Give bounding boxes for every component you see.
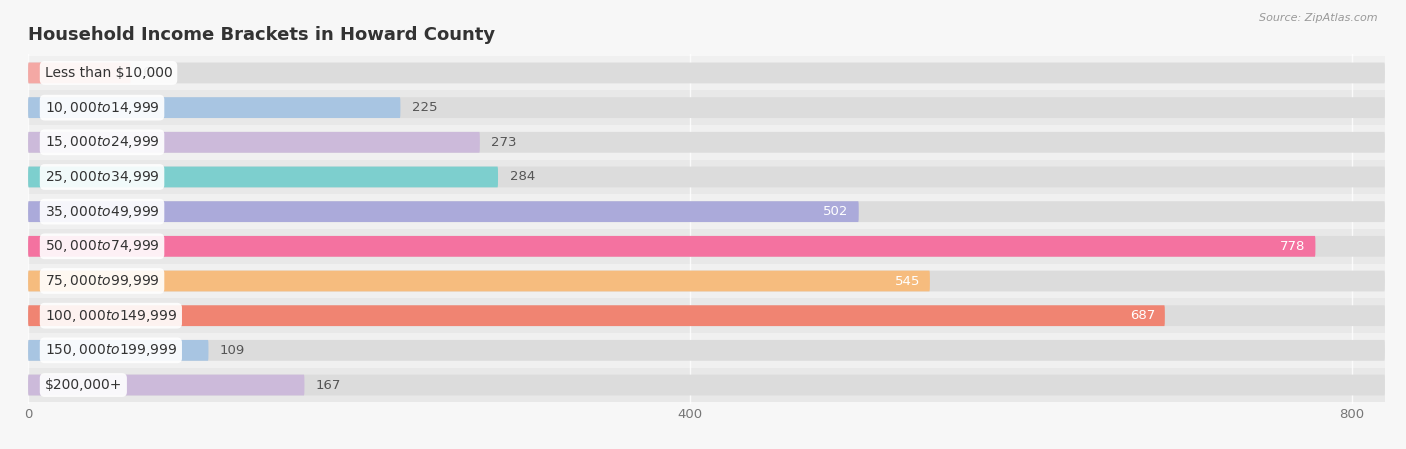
FancyBboxPatch shape [28, 132, 479, 153]
FancyBboxPatch shape [28, 160, 1385, 194]
FancyBboxPatch shape [28, 201, 859, 222]
FancyBboxPatch shape [28, 62, 131, 84]
FancyBboxPatch shape [28, 194, 1385, 229]
FancyBboxPatch shape [28, 56, 1385, 90]
FancyBboxPatch shape [28, 305, 1164, 326]
FancyBboxPatch shape [28, 305, 1385, 326]
FancyBboxPatch shape [28, 97, 1385, 118]
FancyBboxPatch shape [28, 97, 401, 118]
FancyBboxPatch shape [28, 167, 1385, 187]
FancyBboxPatch shape [28, 333, 1385, 368]
Text: 687: 687 [1129, 309, 1154, 322]
FancyBboxPatch shape [28, 271, 929, 291]
Text: 273: 273 [492, 136, 517, 149]
FancyBboxPatch shape [28, 298, 1385, 333]
FancyBboxPatch shape [28, 229, 1385, 264]
Text: Household Income Brackets in Howard County: Household Income Brackets in Howard Coun… [28, 26, 495, 44]
Text: 167: 167 [316, 379, 342, 392]
FancyBboxPatch shape [28, 264, 1385, 298]
FancyBboxPatch shape [28, 125, 1385, 160]
FancyBboxPatch shape [28, 132, 1385, 153]
FancyBboxPatch shape [28, 62, 1385, 84]
Text: $100,000 to $149,999: $100,000 to $149,999 [45, 308, 177, 324]
Text: 62: 62 [142, 66, 159, 79]
Text: $15,000 to $24,999: $15,000 to $24,999 [45, 134, 159, 150]
FancyBboxPatch shape [28, 90, 1385, 125]
Text: Source: ZipAtlas.com: Source: ZipAtlas.com [1260, 13, 1378, 23]
Text: 545: 545 [894, 274, 920, 287]
FancyBboxPatch shape [28, 374, 1385, 396]
FancyBboxPatch shape [28, 374, 305, 396]
FancyBboxPatch shape [28, 340, 208, 361]
Text: 225: 225 [412, 101, 437, 114]
Text: 109: 109 [221, 344, 245, 357]
Text: $25,000 to $34,999: $25,000 to $34,999 [45, 169, 159, 185]
Text: $200,000+: $200,000+ [45, 378, 122, 392]
FancyBboxPatch shape [28, 340, 1385, 361]
Text: 502: 502 [824, 205, 849, 218]
FancyBboxPatch shape [28, 236, 1385, 257]
FancyBboxPatch shape [28, 368, 1385, 402]
Text: $150,000 to $199,999: $150,000 to $199,999 [45, 342, 177, 358]
FancyBboxPatch shape [28, 201, 1385, 222]
Text: 778: 778 [1279, 240, 1306, 253]
Text: $75,000 to $99,999: $75,000 to $99,999 [45, 273, 159, 289]
Text: $50,000 to $74,999: $50,000 to $74,999 [45, 238, 159, 254]
FancyBboxPatch shape [28, 167, 498, 187]
Text: Less than $10,000: Less than $10,000 [45, 66, 173, 80]
FancyBboxPatch shape [28, 271, 1385, 291]
Text: $10,000 to $14,999: $10,000 to $14,999 [45, 100, 159, 116]
Text: $35,000 to $49,999: $35,000 to $49,999 [45, 204, 159, 220]
FancyBboxPatch shape [28, 236, 1316, 257]
Text: 284: 284 [509, 171, 534, 184]
